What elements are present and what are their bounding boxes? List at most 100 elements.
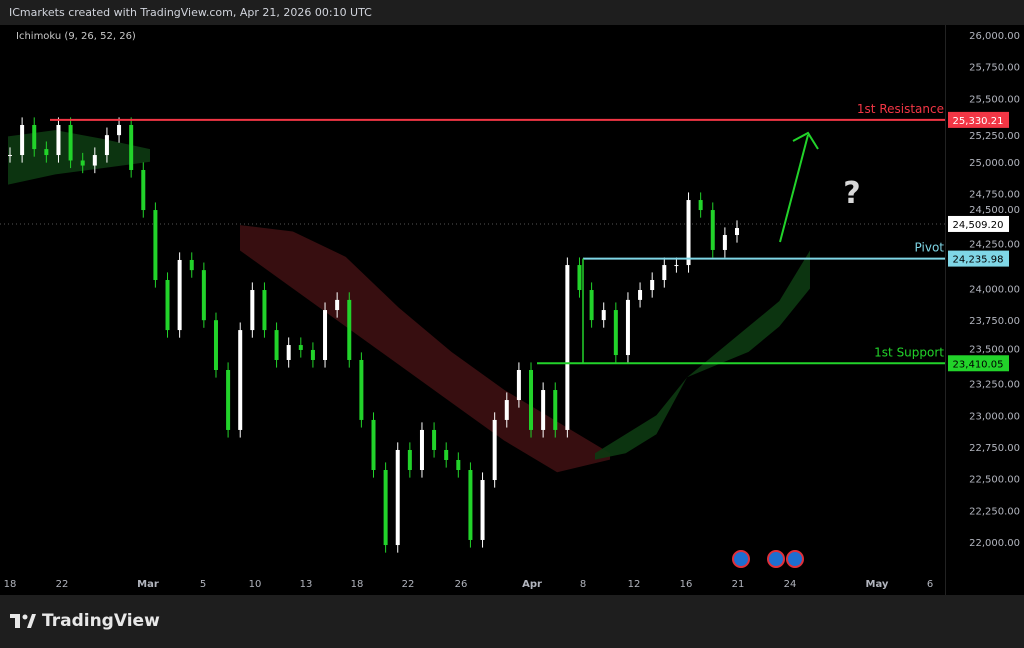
question-mark: ? xyxy=(843,176,860,211)
candle-body xyxy=(529,370,534,430)
logo-text: TradingView xyxy=(42,611,160,631)
price-badge xyxy=(948,111,1009,128)
x-tick-label: 22 xyxy=(402,579,415,590)
y-tick-label: 23,750.00 xyxy=(969,316,1020,327)
ichimoku-cloud-red xyxy=(240,225,610,473)
y-tick-label: 23,000.00 xyxy=(969,411,1020,422)
candle-body xyxy=(274,330,279,360)
x-tick-label: 18 xyxy=(351,579,364,590)
y-tick-label: 25,000.00 xyxy=(969,158,1020,169)
candle-body xyxy=(553,390,558,430)
y-tick-label: 22,250.00 xyxy=(969,506,1020,517)
tradingview-logo[interactable]: TradingView xyxy=(10,611,160,631)
candle-body xyxy=(32,124,37,150)
candle-body xyxy=(674,265,679,267)
candle-body xyxy=(638,290,643,300)
x-tick-label: 10 xyxy=(249,579,262,590)
y-tick-label: 22,750.00 xyxy=(969,443,1020,454)
x-tick-label: 21 xyxy=(732,579,745,590)
candle-body xyxy=(213,320,218,371)
level-label: Pivot xyxy=(915,241,945,255)
candle-body xyxy=(577,265,582,291)
chart-canvas[interactable]: 1st Resistance Pivot 1st Support? 18 22 Mar 5 1… xyxy=(0,25,945,595)
candle-body xyxy=(456,459,461,471)
candle-body xyxy=(286,345,291,360)
price-badge-label: 23,410.05 xyxy=(953,359,1004,370)
y-tick-label: 25,750.00 xyxy=(969,63,1020,74)
x-tick-label: 26 xyxy=(455,579,468,590)
arrow-icon xyxy=(779,134,809,243)
candle-body xyxy=(601,310,606,321)
x-tick-label: 6 xyxy=(927,579,933,590)
level-label: 1st Support xyxy=(874,345,944,359)
y-tick-label: 22,500.00 xyxy=(969,475,1020,486)
candle-body xyxy=(407,449,412,471)
candle-body xyxy=(56,124,61,156)
candle-body xyxy=(613,310,618,356)
candle-body xyxy=(432,429,437,450)
y-tick-label: 24,500.00 xyxy=(969,205,1020,216)
candle-body xyxy=(371,419,376,471)
y-tick-label: 24,250.00 xyxy=(969,240,1020,251)
candle-body xyxy=(80,160,85,166)
economic-event-icon xyxy=(732,550,750,568)
candle-body xyxy=(565,265,570,430)
candle-body xyxy=(104,135,109,156)
candle-body xyxy=(20,124,25,156)
y-tick-label: 23,250.00 xyxy=(969,380,1020,391)
candle-body xyxy=(129,124,134,170)
chart-title: ICmarkets created with TradingView.com, … xyxy=(9,6,372,19)
y-tick-label: 24,750.00 xyxy=(969,189,1020,200)
candle-body xyxy=(468,470,473,540)
candle-body xyxy=(625,299,630,356)
candle-body xyxy=(310,349,315,360)
candle-body xyxy=(383,470,388,546)
candle-body xyxy=(722,235,727,250)
candle-body xyxy=(177,259,182,331)
candle-body xyxy=(359,359,364,420)
candle-body xyxy=(153,210,158,281)
price-chart[interactable]: 1st Resistance Pivot 1st Support? 18 22 Mar 5 1… xyxy=(0,25,945,595)
candle-body xyxy=(323,310,328,360)
candle-body xyxy=(444,449,449,460)
candle-body xyxy=(117,124,122,136)
candle-body xyxy=(92,155,97,166)
price-badge xyxy=(948,355,1009,372)
price-badge xyxy=(948,215,1009,232)
price-badge-label: 25,330.21 xyxy=(953,116,1004,127)
candle-body xyxy=(419,429,424,471)
candle-body xyxy=(189,259,194,271)
candle-body xyxy=(238,330,243,430)
candle-body xyxy=(298,345,303,350)
x-tick-label: 8 xyxy=(580,579,586,590)
candle-body xyxy=(226,370,231,430)
candle-body xyxy=(492,419,497,481)
price-axis-canvas: 22,000.00 22,250.00 22,500.00 22,750.00 23,0… xyxy=(948,31,1020,549)
economic-event-icon xyxy=(786,550,804,568)
candle-body xyxy=(250,290,255,331)
y-tick-label: 25,500.00 xyxy=(969,94,1020,105)
candle-body xyxy=(516,370,521,401)
price-badge-label: 24,509.20 xyxy=(953,220,1004,231)
candle-body xyxy=(589,290,594,321)
indicator-label[interactable]: Ichimoku (9, 26, 52, 26) xyxy=(16,31,136,42)
arrow-head-icon xyxy=(792,131,819,150)
candle-body xyxy=(504,400,509,420)
candle-body xyxy=(165,280,170,331)
chart-header: ICmarkets created with TradingView.com, … xyxy=(0,0,1024,25)
price-badge-label: 24,235.98 xyxy=(953,255,1004,266)
tradingview-logo-icon xyxy=(10,614,36,628)
x-tick-label: Apr xyxy=(522,579,542,590)
candle-body xyxy=(201,270,206,321)
x-tick-label: 12 xyxy=(628,579,641,590)
price-axis[interactable]: 22,000.00 22,250.00 22,500.00 22,750.00 23,0… xyxy=(945,25,1024,595)
level-label: 1st Resistance xyxy=(857,102,944,116)
x-tick-label: 22 xyxy=(56,579,69,590)
x-tick-label: 18 xyxy=(4,579,17,590)
x-tick-label: May xyxy=(866,579,889,590)
y-tick-label: 25,250.00 xyxy=(969,131,1020,142)
y-tick-label: 22,000.00 xyxy=(969,538,1020,549)
candle-body xyxy=(8,155,12,157)
candle-body xyxy=(395,449,400,546)
economic-event-icon xyxy=(767,550,785,568)
